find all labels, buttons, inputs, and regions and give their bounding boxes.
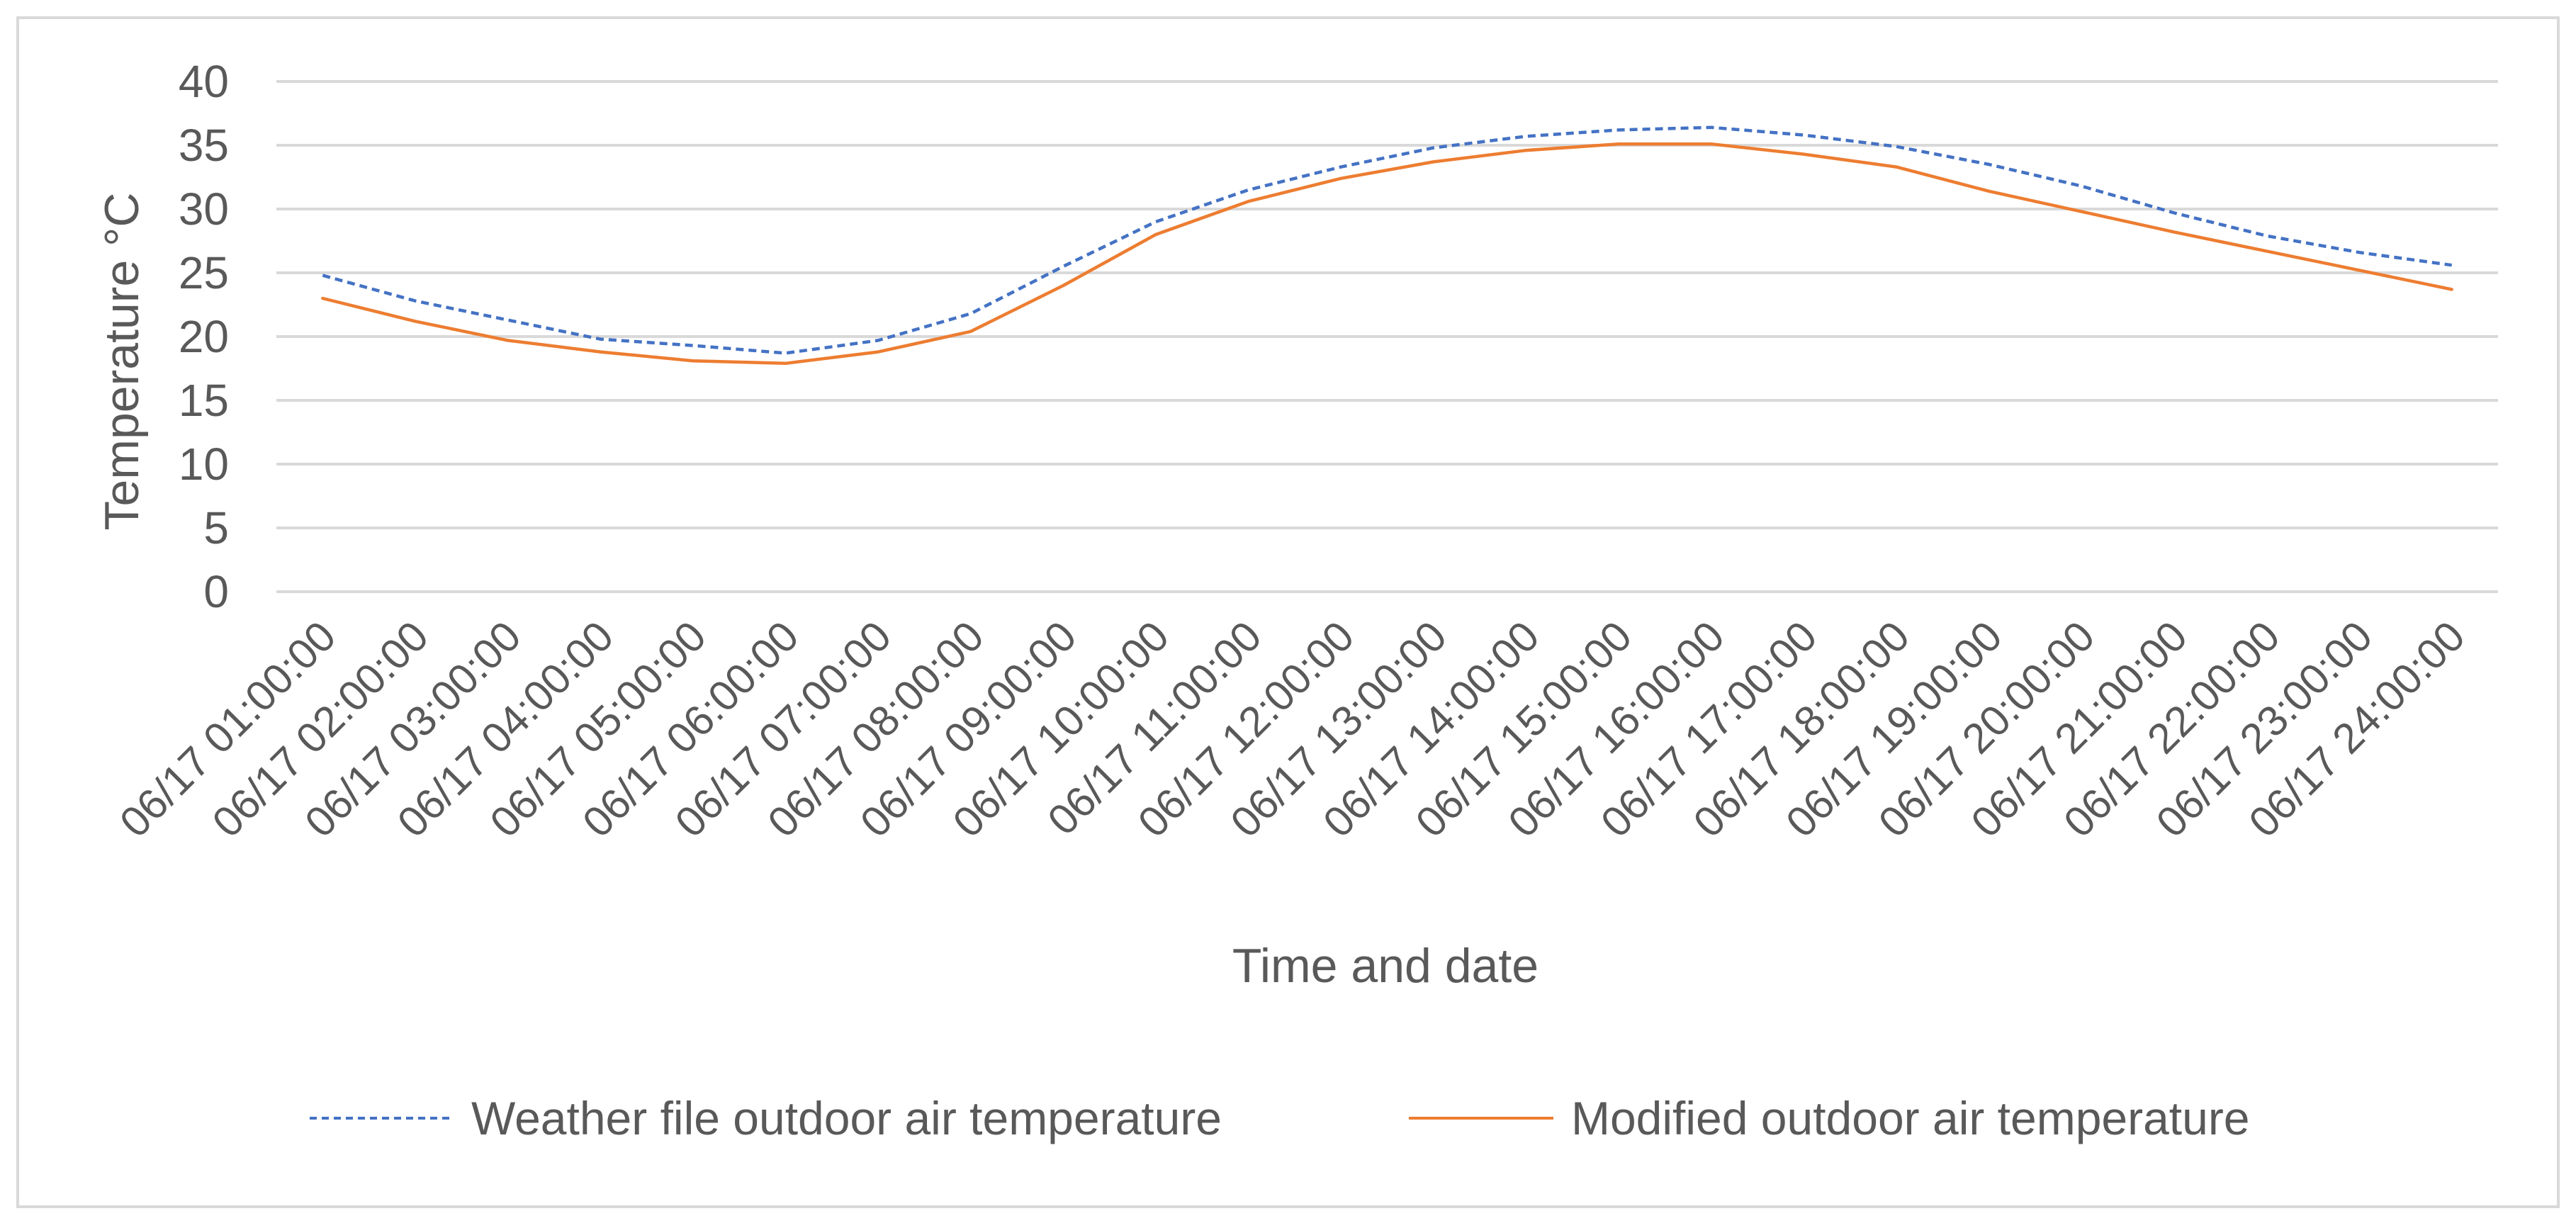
y-tick-label: 15 xyxy=(179,375,229,426)
legend-label-modified: Modified outdoor air temperature xyxy=(1571,1092,2250,1144)
y-tick-label: 25 xyxy=(179,247,229,298)
series-line-modified xyxy=(321,142,2453,366)
y-axis-label: Temperature °C xyxy=(95,193,149,531)
chart-border xyxy=(16,16,2560,1208)
y-tick-label: 0 xyxy=(203,566,229,617)
y-tick-label: 30 xyxy=(179,184,229,235)
legend: Weather file outdoor air temperature Mod… xyxy=(310,1092,2250,1144)
y-tick-label: 20 xyxy=(179,311,229,362)
y-tick-label: 35 xyxy=(179,120,229,171)
y-tick-label: 40 xyxy=(179,56,229,107)
series-lines xyxy=(321,125,2453,366)
x-axis-label: Time and date xyxy=(1232,939,1539,993)
y-tick-label: 10 xyxy=(179,439,229,490)
legend-label-weather-file: Weather file outdoor air temperature xyxy=(471,1092,1222,1144)
series-line-weather-file xyxy=(322,125,2453,355)
gridlines xyxy=(276,80,2498,593)
y-axis-ticks: 0 5 10 15 20 25 30 35 40 xyxy=(179,56,229,617)
y-tick-label: 5 xyxy=(203,502,229,553)
